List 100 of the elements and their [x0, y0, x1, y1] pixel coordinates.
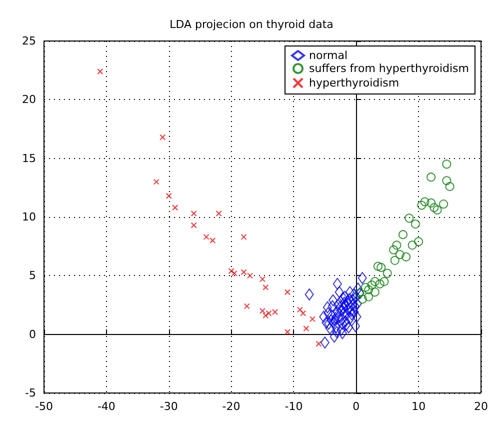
point: [326, 314, 336, 326]
point: [316, 340, 322, 347]
point: [334, 310, 344, 323]
point: [358, 294, 367, 304]
legend-label: normal: [309, 49, 348, 62]
point: [336, 324, 346, 336]
point: [216, 210, 222, 216]
point: [390, 256, 400, 265]
y-tick-label: 25: [22, 34, 36, 48]
point: [334, 299, 343, 311]
x-tick-label: -10: [284, 400, 303, 413]
point: [346, 304, 356, 317]
point: [324, 307, 333, 320]
point: [367, 280, 376, 290]
point: [376, 262, 386, 272]
point: [166, 192, 172, 199]
point: [338, 318, 347, 330]
point: [334, 286, 344, 298]
point: [339, 307, 348, 320]
point: [330, 314, 340, 326]
point: [342, 308, 352, 320]
point: [244, 303, 250, 310]
point: [296, 306, 303, 313]
point: [336, 304, 346, 317]
x-tick-label: -20: [222, 400, 240, 413]
point: [348, 294, 358, 306]
point: [445, 182, 454, 191]
point: [337, 313, 346, 326]
point: [382, 268, 392, 278]
x-tick-label: 20: [474, 400, 488, 413]
x-tick-label: 0: [352, 400, 360, 413]
point: [374, 262, 382, 271]
point: [325, 322, 334, 334]
x-tick-label: -40: [97, 400, 116, 413]
point: [350, 306, 359, 318]
point: [350, 300, 360, 312]
point: [398, 230, 408, 240]
point: [342, 318, 351, 331]
point: [354, 282, 363, 295]
point: [432, 205, 442, 214]
point: [330, 330, 339, 343]
point: [370, 277, 380, 286]
point: [284, 328, 290, 335]
point: [304, 288, 314, 300]
point: [172, 204, 178, 211]
point: [328, 294, 338, 306]
y-tick-label: -5: [25, 386, 36, 400]
point: [404, 214, 414, 223]
point: [340, 296, 349, 309]
point: [375, 279, 384, 288]
x-tick-label: -30: [160, 400, 178, 413]
point: [410, 220, 420, 229]
legend-label: suffers from hyperthyroidism: [309, 62, 470, 75]
chart-title: LDA projecion on thyroid data: [170, 18, 334, 31]
point: [426, 172, 436, 182]
point: [328, 300, 337, 312]
y-tick-label: 15: [22, 152, 36, 165]
point: [327, 310, 336, 322]
point: [380, 277, 389, 286]
point: [349, 288, 358, 300]
point: [332, 326, 342, 338]
y-tick-label: 10: [22, 210, 36, 224]
point: [395, 250, 404, 260]
point: [97, 68, 104, 75]
point: [344, 293, 354, 306]
point: [430, 203, 439, 212]
point: [352, 298, 362, 310]
point: [260, 308, 266, 314]
point: [247, 272, 254, 279]
point: [426, 198, 436, 208]
point: [344, 321, 354, 334]
point: [332, 278, 342, 290]
point: [364, 285, 374, 294]
legend-label: hyperthyroidism: [309, 76, 400, 90]
point: [352, 310, 362, 323]
point: [442, 160, 452, 169]
point: [402, 252, 411, 262]
point: [339, 302, 348, 315]
point: [153, 178, 160, 185]
x-tick-label: -50: [35, 400, 53, 413]
point: [340, 299, 350, 311]
point: [420, 197, 430, 206]
point: [332, 321, 341, 334]
point: [160, 134, 166, 140]
y-tick-label: 20: [22, 93, 36, 106]
point: [210, 237, 216, 244]
point: [272, 309, 278, 316]
point: [240, 269, 247, 276]
point: [345, 286, 354, 298]
point: [346, 312, 356, 324]
point: [442, 176, 452, 186]
point: [320, 336, 330, 349]
point: [266, 310, 272, 316]
y-tick-label: 5: [29, 269, 36, 282]
point: [322, 316, 331, 329]
y-tick-label: 0: [29, 328, 36, 341]
point: [364, 292, 374, 302]
point: [284, 289, 290, 296]
point: [335, 301, 344, 314]
point: [408, 240, 417, 250]
